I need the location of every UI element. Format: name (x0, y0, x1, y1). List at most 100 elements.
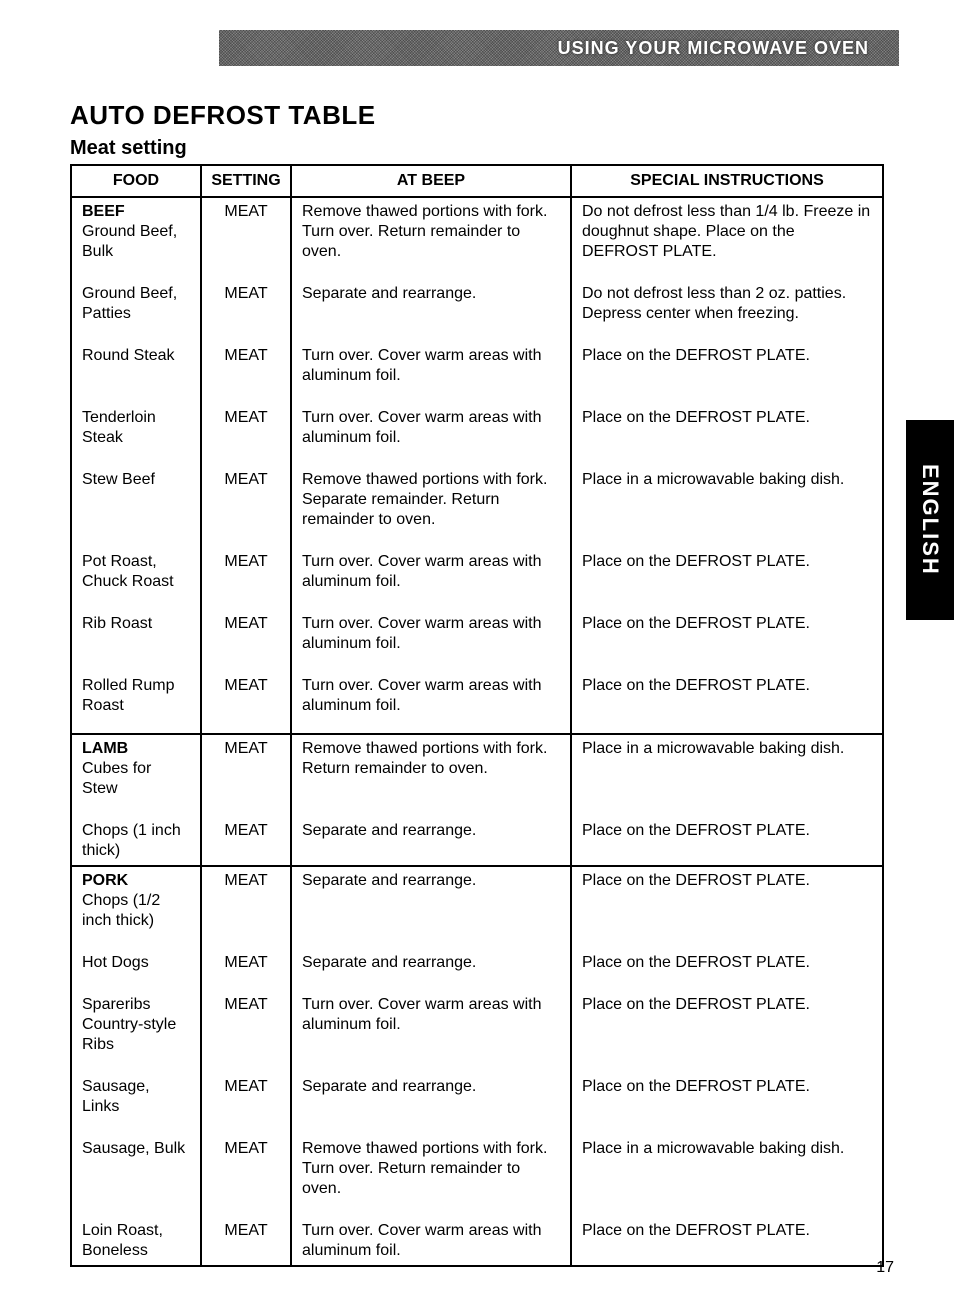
cell-special: Place on the DEFROST PLATE. (571, 610, 883, 658)
cell-special: Place on the DEFROST PLATE. (571, 342, 883, 390)
row-spacer (71, 658, 883, 672)
row-spacer (71, 596, 883, 610)
cell-setting: MEAT (201, 991, 291, 1059)
cell-special: Place on the DEFROST PLATE. (571, 404, 883, 452)
food-name: Ground Beef, Bulk (82, 222, 190, 262)
cell-setting: MEAT (201, 342, 291, 390)
cell-at-beep: Separate and rearrange. (291, 817, 571, 866)
row-spacer (71, 1203, 883, 1217)
table-row: Ground Beef, Patties MEATSeparate and rea… (71, 280, 883, 328)
cell-special: Place on the DEFROST PLATE. (571, 1217, 883, 1266)
cell-food: Tenderloin Steak (71, 404, 201, 452)
cell-food: Hot Dogs (71, 949, 201, 977)
page-content: AUTO DEFROST TABLE Meat setting FOOD SET… (0, 0, 954, 1297)
cell-food: Loin Roast, Boneless (71, 1217, 201, 1266)
cell-special: Place on the DEFROST PLATE. (571, 866, 883, 935)
page-title: AUTO DEFROST TABLE (70, 100, 884, 131)
cell-at-beep: Turn over. Cover warm areas with aluminu… (291, 404, 571, 452)
row-spacer (71, 266, 883, 280)
cell-setting: MEAT (201, 1217, 291, 1266)
food-name: Pot Roast, Chuck Roast (82, 552, 190, 592)
table-row: Loin Roast, Boneless MEATTurn over. Cover… (71, 1217, 883, 1266)
cell-setting: MEAT (201, 672, 291, 720)
cell-food: Sausage, Links (71, 1073, 201, 1121)
table-row: Tenderloin SteakMEATTurn over. Cover war… (71, 404, 883, 452)
cell-special: Place in a microwavable baking dish. (571, 734, 883, 803)
col-header-setting: SETTING (201, 165, 291, 197)
food-name: Chops (1/2 inch thick) (82, 891, 190, 931)
food-name: Sausage, Links (82, 1077, 190, 1117)
cell-food: Chops (1 inch thick) (71, 817, 201, 866)
cell-at-beep: Remove thawed portions with fork. Turn o… (291, 197, 571, 266)
table-row: Sausage, Links MEATSeparate and rearrange… (71, 1073, 883, 1121)
table-row: LAMBCubes for StewMEATRemove thawed port… (71, 734, 883, 803)
cell-food: PORKChops (1/2 inch thick) (71, 866, 201, 935)
cell-food: Rolled Rump Roast (71, 672, 201, 720)
defrost-table: FOOD SETTING AT BEEP SPECIAL INSTRUCTION… (70, 164, 884, 1267)
col-header-food: FOOD (71, 165, 201, 197)
row-spacer (71, 534, 883, 548)
cell-setting: MEAT (201, 1073, 291, 1121)
table-row: Hot DogsMEATSeparate and rearrange.Place… (71, 949, 883, 977)
category-header: BEEF (82, 202, 190, 222)
cell-special: Place in a microwavable baking dish. (571, 1135, 883, 1203)
cell-setting: MEAT (201, 817, 291, 866)
cell-at-beep: Turn over. Cover warm areas with aluminu… (291, 672, 571, 720)
food-name: Loin Roast, Boneless (82, 1221, 190, 1261)
cell-setting: MEAT (201, 280, 291, 328)
table-body: BEEFGround Beef, BulkMEATRemove thawed p… (71, 197, 883, 1266)
table-row: Sausage, Bulk MEATRemove thawed portions … (71, 1135, 883, 1203)
row-spacer (71, 720, 883, 734)
cell-at-beep: Separate and rearrange. (291, 280, 571, 328)
cell-setting: MEAT (201, 197, 291, 266)
row-spacer (71, 1121, 883, 1135)
food-name: Hot Dogs (82, 953, 190, 973)
cell-at-beep: Separate and rearrange. (291, 1073, 571, 1121)
food-name: Cubes for Stew (82, 759, 190, 799)
col-header-at-beep: AT BEEP (291, 165, 571, 197)
cell-at-beep: Separate and rearrange. (291, 949, 571, 977)
table-row: Spareribs Country-style RibsMEATTurn ove… (71, 991, 883, 1059)
cell-at-beep: Separate and rearrange. (291, 866, 571, 935)
cell-special: Do not defrost less than 2 oz. patties. … (571, 280, 883, 328)
row-spacer (71, 1059, 883, 1073)
cell-setting: MEAT (201, 610, 291, 658)
row-spacer (71, 803, 883, 817)
food-name: Tenderloin Steak (82, 408, 190, 448)
table-row: Chops (1 inch thick) MEATSeparate and rea… (71, 817, 883, 866)
food-name: Ground Beef, Patties (82, 284, 190, 324)
cell-at-beep: Remove thawed portions with fork. Return… (291, 734, 571, 803)
page-number: 17 (876, 1259, 894, 1277)
cell-food: LAMBCubes for Stew (71, 734, 201, 803)
cell-special: Place on the DEFROST PLATE. (571, 1073, 883, 1121)
cell-setting: MEAT (201, 949, 291, 977)
cell-special: Place on the DEFROST PLATE. (571, 817, 883, 866)
cell-food: Stew Beef (71, 466, 201, 534)
table-header-row: FOOD SETTING AT BEEP SPECIAL INSTRUCTION… (71, 165, 883, 197)
cell-setting: MEAT (201, 1135, 291, 1203)
table-row: Stew Beef MEATRemove thawed portions with… (71, 466, 883, 534)
col-header-special: SPECIAL INSTRUCTIONS (571, 165, 883, 197)
table-row: Rib Roast MEATTurn over. Cover warm areas… (71, 610, 883, 658)
cell-setting: MEAT (201, 466, 291, 534)
row-spacer (71, 935, 883, 949)
cell-at-beep: Turn over. Cover warm areas with aluminu… (291, 548, 571, 596)
cell-food: Spareribs Country-style Ribs (71, 991, 201, 1059)
row-spacer (71, 977, 883, 991)
cell-at-beep: Turn over. Cover warm areas with aluminu… (291, 1217, 571, 1266)
cell-special: Place in a microwavable baking dish. (571, 466, 883, 534)
food-name: Rib Roast (82, 614, 190, 634)
cell-at-beep: Remove thawed portions with fork. Separa… (291, 466, 571, 534)
cell-setting: MEAT (201, 734, 291, 803)
food-name: Stew Beef (82, 470, 190, 490)
food-name: Sausage, Bulk (82, 1139, 190, 1159)
cell-special: Place on the DEFROST PLATE. (571, 672, 883, 720)
cell-food: Pot Roast, Chuck Roast (71, 548, 201, 596)
food-name: Chops (1 inch thick) (82, 821, 190, 861)
row-spacer (71, 452, 883, 466)
cell-food: Ground Beef, Patties (71, 280, 201, 328)
category-header: LAMB (82, 739, 190, 759)
table-row: Rolled Rump RoastMEATTurn over. Cover wa… (71, 672, 883, 720)
cell-at-beep: Turn over. Cover warm areas with aluminu… (291, 610, 571, 658)
cell-at-beep: Remove thawed portions with fork. Turn o… (291, 1135, 571, 1203)
